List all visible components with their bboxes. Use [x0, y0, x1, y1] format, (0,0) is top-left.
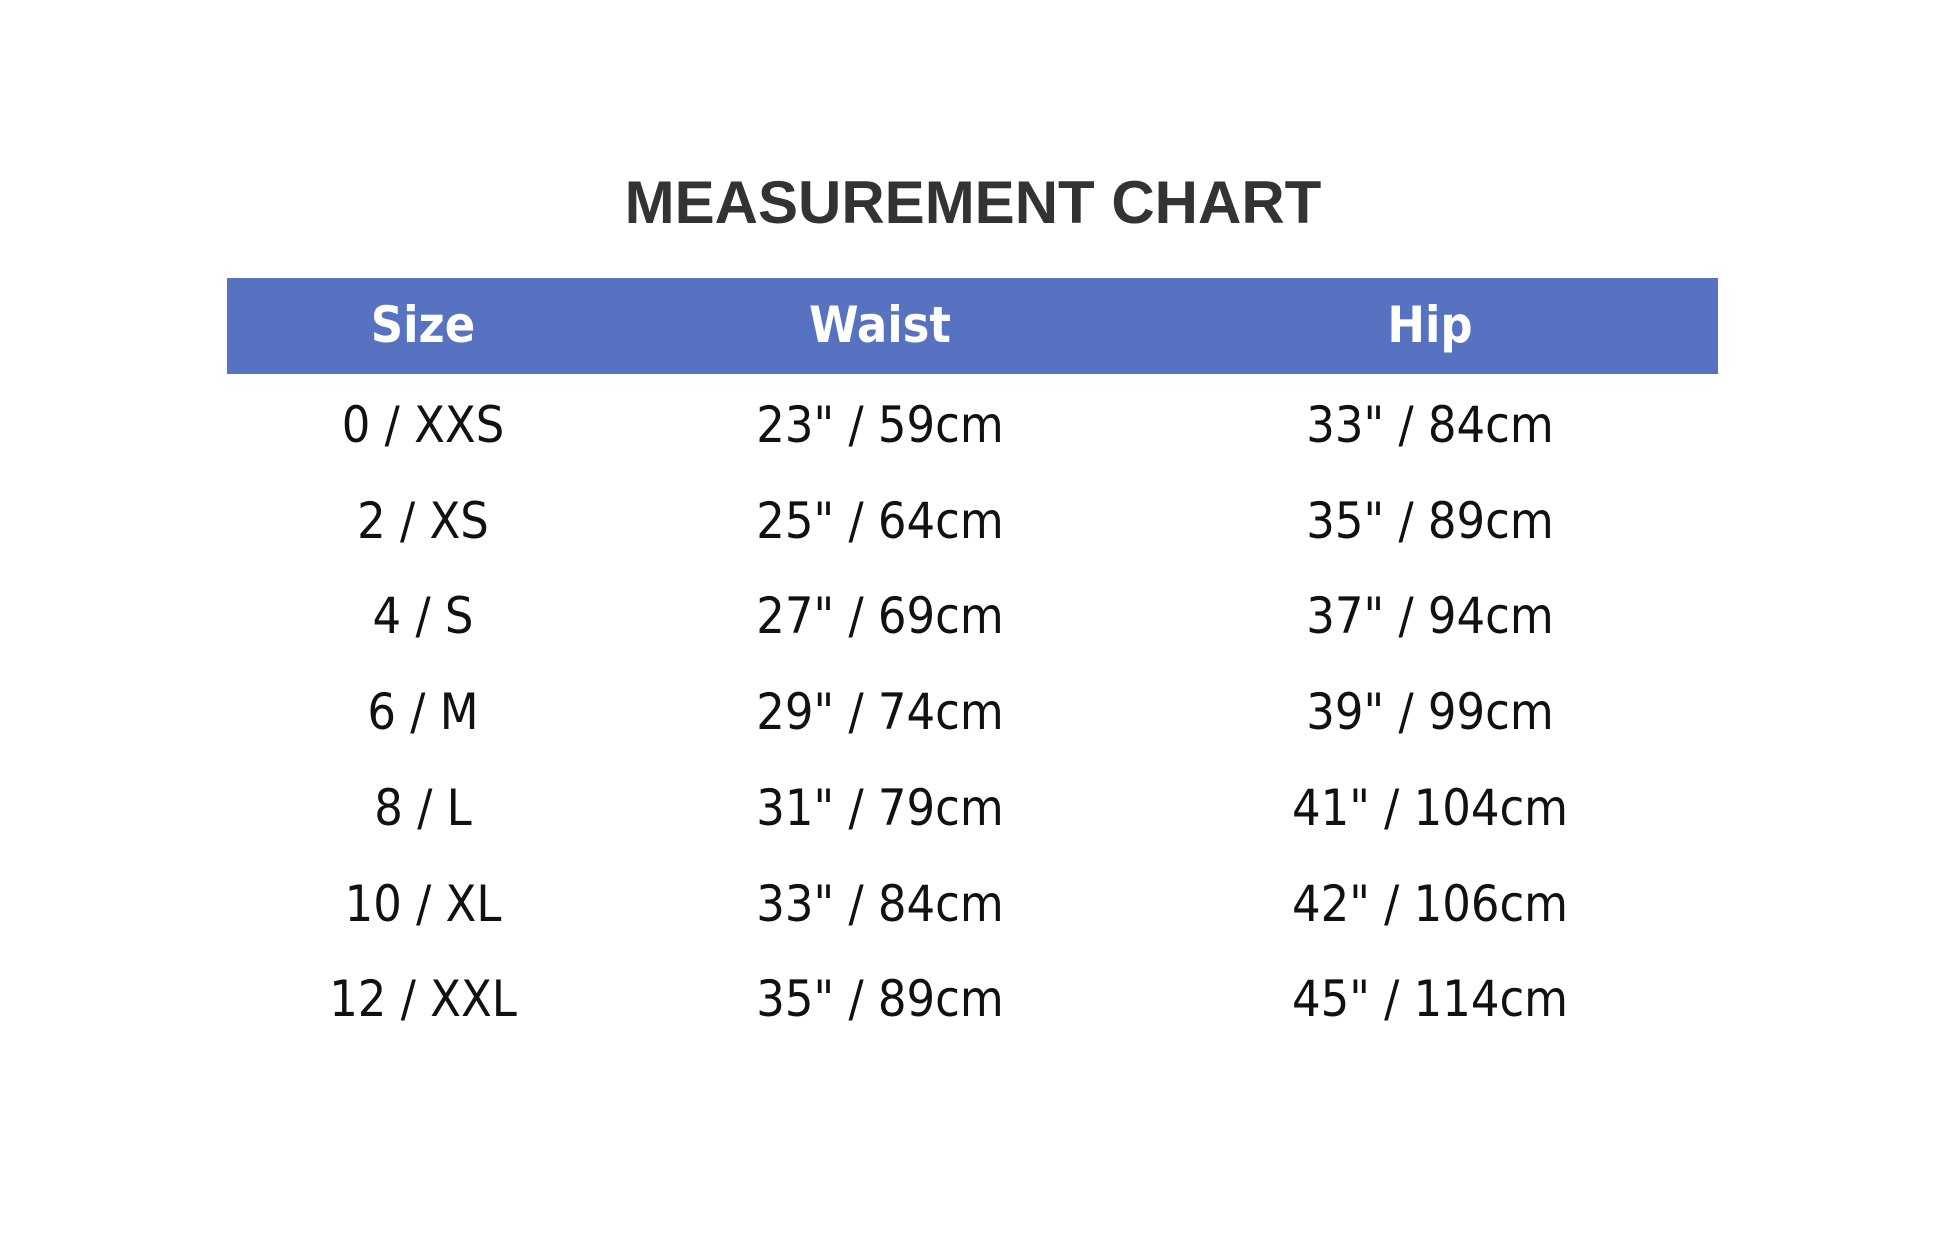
hip-cell: 37" / 94cm — [1306, 587, 1554, 646]
hip-cell: 39" / 99cm — [1306, 683, 1554, 742]
table-header: Size Waist Hip — [227, 278, 1718, 374]
column-header-hip: Hip — [1387, 296, 1473, 354]
table-row: 6 / M 29" / 74cm 39" / 99cm — [0, 665, 1946, 761]
waist-cell: 23" / 59cm — [756, 396, 1004, 454]
column-header-size: Size — [370, 296, 476, 354]
hip-cell: 35" / 89cm — [1306, 491, 1554, 550]
hip-cell: 33" / 84cm — [1306, 396, 1554, 454]
waist-cell: 25" / 64cm — [756, 491, 1004, 550]
waist-cell: 27" / 69cm — [756, 587, 1004, 646]
table-row: 12 / XXL 35" / 89cm 45" / 114cm — [0, 952, 1946, 1048]
waist-cell: 35" / 89cm — [756, 970, 1004, 1029]
size-cell: 4 / S — [372, 587, 474, 646]
table-row: 0 / XXS 23" / 59cm 33" / 84cm — [0, 378, 1946, 474]
size-cell: 6 / M — [367, 683, 479, 742]
hip-cell: 45" / 114cm — [1291, 970, 1569, 1029]
table-row: 8 / L 31" / 79cm 41" / 104cm — [0, 761, 1946, 857]
hip-cell: 42" / 106cm — [1291, 874, 1569, 933]
table-row: 4 / S 27" / 69cm 37" / 94cm — [0, 569, 1946, 665]
size-cell: 10 / XL — [344, 874, 502, 933]
column-header-waist: Waist — [809, 296, 951, 354]
size-cell: 2 / XS — [357, 491, 489, 550]
size-cell: 0 / XXS — [341, 396, 505, 454]
table-row: 2 / XS 25" / 64cm 35" / 89cm — [0, 474, 1946, 570]
page-title: MEASUREMENT CHART — [624, 169, 1322, 236]
waist-cell: 29" / 74cm — [756, 683, 1004, 742]
hip-cell: 41" / 104cm — [1291, 778, 1569, 837]
waist-cell: 31" / 79cm — [756, 778, 1004, 837]
table-row: 10 / XL 33" / 84cm 42" / 106cm — [0, 857, 1946, 953]
size-cell: 12 / XXL — [329, 970, 517, 1029]
waist-cell: 33" / 84cm — [756, 874, 1004, 933]
size-cell: 8 / L — [374, 778, 472, 837]
